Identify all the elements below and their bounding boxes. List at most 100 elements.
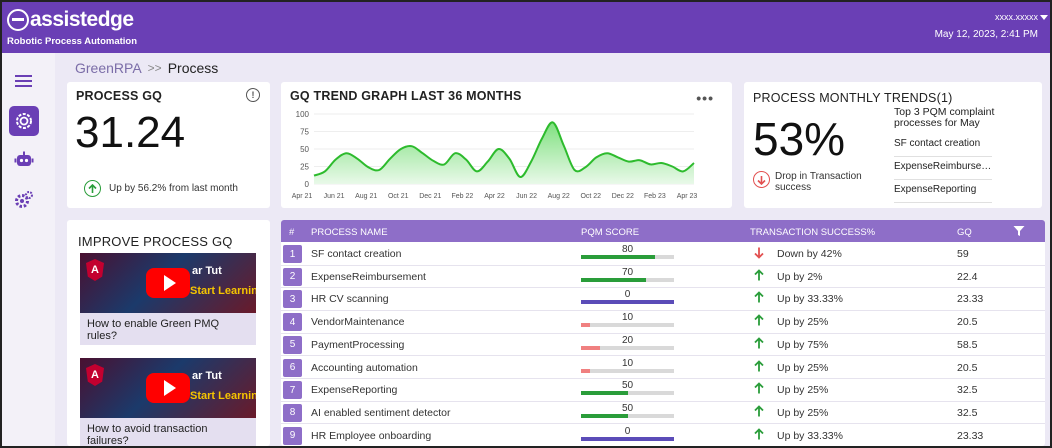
gq-trend-title: GQ TREND GRAPH LAST 36 MONTHS: [290, 89, 522, 103]
process-gq-title: PROCESS GQ: [76, 89, 163, 103]
table-row[interactable]: 4 VendorMaintenance 10 Up by 25% 20.5: [281, 311, 1045, 334]
user-name[interactable]: xxxx.xxxxx: [994, 12, 1038, 22]
x-tick-label: Jun 21: [324, 193, 345, 200]
gq-cell: 58.5: [957, 338, 978, 351]
user-menu-caret-icon[interactable]: [1040, 15, 1048, 20]
process-name-cell[interactable]: SF contact creation: [311, 248, 402, 260]
process-name-cell[interactable]: Accounting automation: [311, 361, 418, 374]
row-number: 4: [283, 313, 302, 332]
play-icon[interactable]: [146, 268, 190, 298]
process-gear-icon: [16, 113, 32, 129]
top3-item[interactable]: SF contact creation: [894, 134, 992, 157]
y-tick-label: 50: [300, 145, 309, 154]
gq-cell: 20.5: [957, 361, 978, 374]
y-tick-label: 75: [300, 128, 309, 137]
video-thumbnail[interactable]: A ar Tut Start Learning: [80, 253, 256, 313]
gq-trend-chart: 100 75 50 25 0 Apr 21 Jun 21 Aug 21 Oct 21 Dec 21…: [292, 110, 698, 200]
x-tick-label: Dec 21: [419, 193, 441, 200]
process-name-cell[interactable]: ExpenseReimbursement: [311, 270, 426, 283]
breadcrumb-separator: >>: [147, 61, 162, 75]
pqm-score-bar: [581, 255, 674, 259]
pqm-score-bar-fill: [581, 300, 674, 305]
video-card[interactable]: A ar Tut Start Learning How to avoid tra…: [80, 358, 256, 446]
sidebar-item-settings[interactable]: [9, 185, 39, 215]
brand-logo[interactable]: assistedge: [7, 8, 134, 32]
x-tick-label: Apr 23: [677, 193, 698, 200]
transaction-success-cell: Up by 33.33%: [777, 429, 843, 442]
arrow-up-icon: [754, 268, 764, 281]
x-tick-label: Apr 22: [484, 193, 505, 200]
process-gq-card: PROCESS GQ ! 31.24 Up by 56.2% from last…: [67, 82, 270, 208]
arrow-up-circle-icon: [84, 180, 101, 197]
sidebar-item-process[interactable]: [9, 106, 39, 136]
bot-icon: [14, 151, 34, 166]
menu-button[interactable]: [9, 66, 39, 96]
process-gq-value: 31.24: [75, 108, 186, 157]
arrow-up-icon: [754, 291, 764, 303]
more-options-icon[interactable]: •••: [696, 90, 714, 106]
table-row[interactable]: 1 SF contact creation 80 Down by 42% 59: [281, 243, 1045, 266]
arrow-down-circle-icon: [753, 171, 770, 188]
trend-line: [313, 121, 695, 178]
pqm-score-bar-fill: [581, 391, 628, 396]
sidebar: [2, 53, 55, 446]
x-tick-label: Oct 21: [388, 193, 409, 200]
process-name-cell[interactable]: AI enabled sentiment detector: [311, 406, 451, 419]
top3-item[interactable]: ExpenseReporting: [894, 180, 992, 203]
process-table: # PROCESS NAME PQM SCORE TRANSACTION SUC…: [281, 220, 1045, 446]
transaction-drop-line1: Drop in Transaction: [775, 171, 862, 182]
table-row[interactable]: 7 ExpenseReporting 50 Up by 25% 32.5: [281, 379, 1045, 402]
process-name-cell[interactable]: HR Employee onboarding: [311, 429, 432, 442]
process-name-cell[interactable]: HR CV scanning: [311, 293, 389, 306]
top3-title: Top 3 PQM complaint processes for May: [894, 106, 995, 129]
monthly-trends-title: PROCESS MONTHLY TRENDS(1): [753, 91, 953, 105]
thumbnail-subtext: Start Learning: [190, 285, 256, 297]
process-name-cell[interactable]: PaymentProcessing: [311, 338, 405, 351]
process-gq-change-text: Up by 56.2% from last month: [109, 183, 238, 194]
monthly-trend-value: 53%: [753, 113, 846, 165]
monthly-trends-card: PROCESS MONTHLY TRENDS(1) 53% Drop in Tr…: [744, 82, 1042, 208]
info-icon[interactable]: !: [246, 88, 260, 102]
pqm-score-bar: [581, 413, 674, 418]
video-card[interactable]: A ar Tut Start Learning How to enable Gr…: [80, 253, 256, 345]
pqm-score-bar: [581, 391, 674, 396]
process-name-cell[interactable]: VendorMaintenance: [311, 316, 405, 329]
breadcrumb-current: Process: [167, 60, 219, 76]
col-num: #: [289, 227, 295, 238]
improve-gq-card: IMPROVE PROCESS GQ A ar Tut Start Learni…: [67, 220, 270, 446]
transaction-drop: Drop in Transaction success: [753, 171, 862, 193]
pqm-score-bar: [581, 300, 674, 305]
table-row[interactable]: 6 Accounting automation 10 Up by 25% 20.5: [281, 357, 1045, 380]
gq-cell: 32.5: [957, 384, 978, 397]
pqm-score-value: 0: [624, 425, 631, 437]
y-tick-label: 100: [296, 110, 310, 119]
table-row[interactable]: 3 HR CV scanning 0 Up by 33.33% 23.33: [281, 288, 1045, 311]
video-thumbnail[interactable]: A ar Tut Start Learning: [80, 358, 256, 418]
table-row[interactable]: 5 PaymentProcessing 20 Up by 75% 58.5: [281, 334, 1045, 357]
thumbnail-text: ar Tut: [192, 265, 222, 277]
breadcrumb-greenrpa[interactable]: GreenRPA: [75, 60, 142, 76]
transaction-success-cell: Up by 33.33%: [777, 293, 843, 306]
gq-cell: 23.33: [957, 293, 984, 306]
filter-icon[interactable]: [1013, 225, 1025, 237]
video-caption[interactable]: How to enable Green PMQ rules?: [80, 313, 256, 345]
col-transaction-success[interactable]: TRANSACTION SUCCESS%: [750, 227, 876, 238]
top3-item[interactable]: ExpenseReimbursement: [894, 157, 992, 180]
pqm-score-bar: [581, 277, 674, 282]
transaction-success-cell: Up by 2%: [777, 270, 823, 283]
gq-cell: 23.33: [957, 429, 984, 442]
pqm-score-bar-fill: [581, 255, 656, 259]
col-process-name[interactable]: PROCESS NAME: [311, 227, 388, 238]
table-row[interactable]: 8 AI enabled sentiment detector 50 Up by 25…: [281, 402, 1045, 425]
row-number: 1: [283, 245, 302, 263]
col-gq[interactable]: GQ: [957, 227, 972, 238]
process-name-cell[interactable]: ExpenseReporting: [311, 384, 398, 397]
col-pqm-score[interactable]: PQM SCORE: [581, 227, 640, 238]
table-row[interactable]: 2 ExpenseReimbursement 70 Up by 2% 22.4: [281, 266, 1045, 289]
sidebar-item-bots[interactable]: [9, 145, 39, 175]
arrow-up-icon: [754, 337, 764, 349]
video-caption[interactable]: How to avoid transaction failures?: [80, 418, 256, 446]
play-icon[interactable]: [146, 373, 190, 403]
table-row[interactable]: 9 HR Employee onboarding 0 Up by 33.33% 23.3…: [281, 425, 1045, 446]
thumbnail-text: ar Tut: [192, 370, 222, 382]
